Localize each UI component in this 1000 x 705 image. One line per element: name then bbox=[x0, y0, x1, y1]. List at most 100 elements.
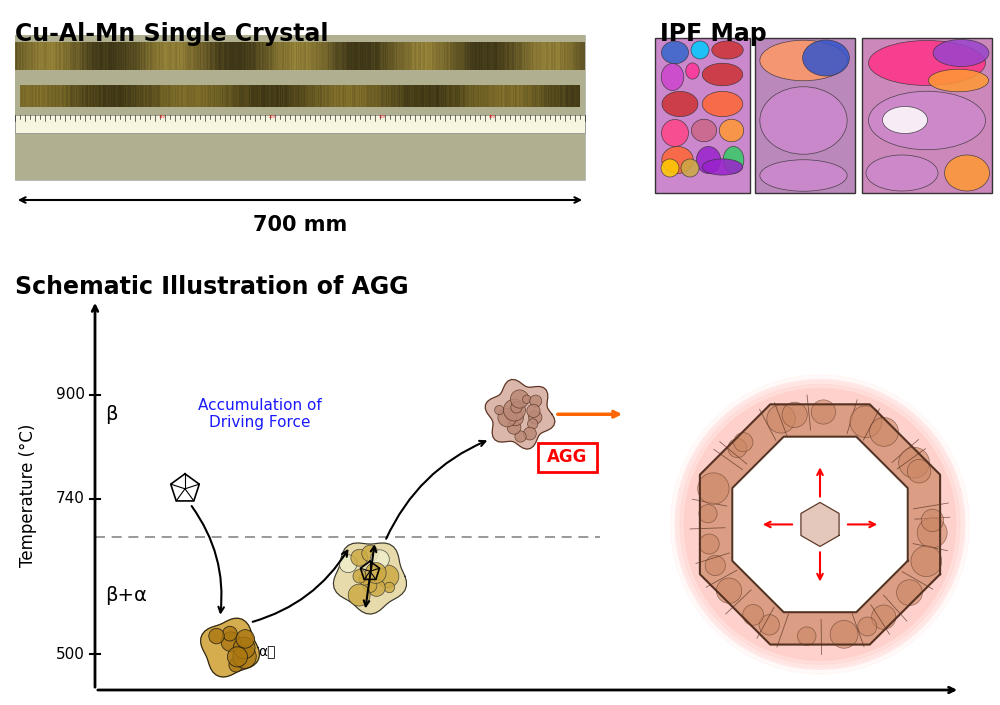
Bar bbox=[265, 42, 266, 70]
Bar bbox=[216, 85, 217, 107]
Bar bbox=[32, 42, 33, 70]
Circle shape bbox=[365, 563, 386, 583]
Bar bbox=[188, 85, 189, 107]
Polygon shape bbox=[680, 384, 960, 664]
Bar bbox=[212, 42, 213, 70]
Bar bbox=[76, 85, 77, 107]
Bar bbox=[567, 42, 568, 70]
Bar bbox=[186, 42, 187, 70]
Bar bbox=[529, 42, 530, 70]
Bar bbox=[70, 85, 71, 107]
Bar bbox=[274, 85, 275, 107]
Bar bbox=[505, 42, 506, 70]
Circle shape bbox=[698, 473, 729, 504]
Bar bbox=[388, 85, 389, 107]
Bar bbox=[38, 85, 39, 107]
Bar bbox=[485, 85, 486, 107]
Bar bbox=[307, 85, 308, 107]
Bar bbox=[491, 42, 492, 70]
Bar bbox=[420, 85, 421, 107]
Bar bbox=[387, 85, 388, 107]
Bar bbox=[305, 85, 306, 107]
Bar bbox=[466, 42, 467, 70]
Bar bbox=[231, 85, 232, 107]
Bar bbox=[88, 85, 89, 107]
Circle shape bbox=[507, 421, 521, 434]
Bar bbox=[70, 42, 71, 70]
Text: β+α: β+α bbox=[105, 587, 147, 605]
Bar bbox=[501, 85, 502, 107]
Bar bbox=[508, 85, 509, 107]
Bar bbox=[106, 42, 107, 70]
Bar bbox=[30, 42, 31, 70]
Bar bbox=[523, 85, 524, 107]
Bar bbox=[60, 85, 61, 107]
Bar bbox=[520, 85, 521, 107]
Bar bbox=[287, 42, 288, 70]
Bar bbox=[573, 42, 574, 70]
Bar bbox=[437, 42, 438, 70]
Bar bbox=[89, 85, 90, 107]
Bar bbox=[429, 42, 430, 70]
Bar bbox=[202, 42, 203, 70]
Bar bbox=[531, 42, 532, 70]
Bar bbox=[316, 42, 317, 70]
Bar bbox=[478, 42, 479, 70]
Bar bbox=[467, 85, 468, 107]
Bar bbox=[446, 42, 447, 70]
Bar bbox=[120, 85, 121, 107]
Bar bbox=[92, 42, 93, 70]
Bar bbox=[183, 85, 184, 107]
Bar bbox=[309, 42, 310, 70]
Bar bbox=[486, 42, 487, 70]
Bar bbox=[450, 42, 451, 70]
Bar bbox=[541, 42, 542, 70]
Bar bbox=[81, 42, 82, 70]
Bar bbox=[476, 85, 477, 107]
Bar bbox=[391, 42, 392, 70]
Bar bbox=[320, 42, 321, 70]
Bar bbox=[178, 42, 179, 70]
Bar bbox=[123, 85, 124, 107]
Bar bbox=[174, 42, 175, 70]
Bar bbox=[400, 85, 401, 107]
Bar bbox=[53, 42, 54, 70]
Bar bbox=[551, 85, 552, 107]
Bar bbox=[452, 42, 453, 70]
Bar bbox=[226, 85, 227, 107]
FancyBboxPatch shape bbox=[15, 35, 585, 180]
Bar bbox=[190, 42, 191, 70]
Circle shape bbox=[508, 410, 523, 426]
Bar bbox=[426, 42, 427, 70]
Bar bbox=[164, 42, 165, 70]
Bar bbox=[169, 42, 170, 70]
Bar bbox=[280, 42, 281, 70]
Bar bbox=[540, 42, 541, 70]
Bar bbox=[117, 85, 118, 107]
Bar bbox=[525, 42, 526, 70]
Bar bbox=[184, 42, 185, 70]
Circle shape bbox=[495, 405, 504, 415]
Bar bbox=[220, 42, 221, 70]
Bar bbox=[210, 85, 211, 107]
Ellipse shape bbox=[928, 69, 989, 92]
Bar bbox=[332, 42, 333, 70]
Bar bbox=[502, 42, 503, 70]
Bar bbox=[182, 85, 183, 107]
Bar bbox=[113, 42, 114, 70]
Bar bbox=[223, 42, 224, 70]
Bar bbox=[392, 42, 393, 70]
Bar bbox=[532, 85, 533, 107]
Bar bbox=[584, 42, 585, 70]
Bar bbox=[425, 42, 426, 70]
Bar bbox=[224, 42, 225, 70]
Bar bbox=[313, 85, 314, 107]
Bar bbox=[256, 42, 257, 70]
Bar bbox=[411, 42, 412, 70]
Circle shape bbox=[907, 460, 931, 483]
Bar bbox=[339, 42, 340, 70]
Bar bbox=[517, 85, 518, 107]
Bar bbox=[178, 85, 179, 107]
Bar bbox=[172, 42, 173, 70]
Bar bbox=[319, 85, 320, 107]
